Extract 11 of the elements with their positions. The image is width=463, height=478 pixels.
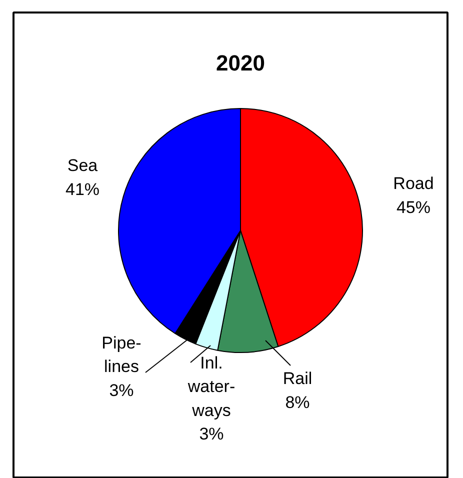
- data-label: 45%: [396, 198, 431, 217]
- data-label: 3%: [109, 380, 134, 400]
- slice-label: Rail: [282, 369, 312, 388]
- slice-label: Pipe- lines: [102, 333, 142, 376]
- data-label: 3%: [199, 424, 224, 444]
- slice-label: Road: [393, 174, 434, 194]
- slice-label: Sea: [67, 156, 98, 176]
- data-label: 41%: [65, 180, 100, 199]
- chart-title: 2020: [216, 50, 265, 76]
- slice-label: Inl. water- ways: [186, 353, 236, 420]
- data-label: 8%: [285, 392, 310, 412]
